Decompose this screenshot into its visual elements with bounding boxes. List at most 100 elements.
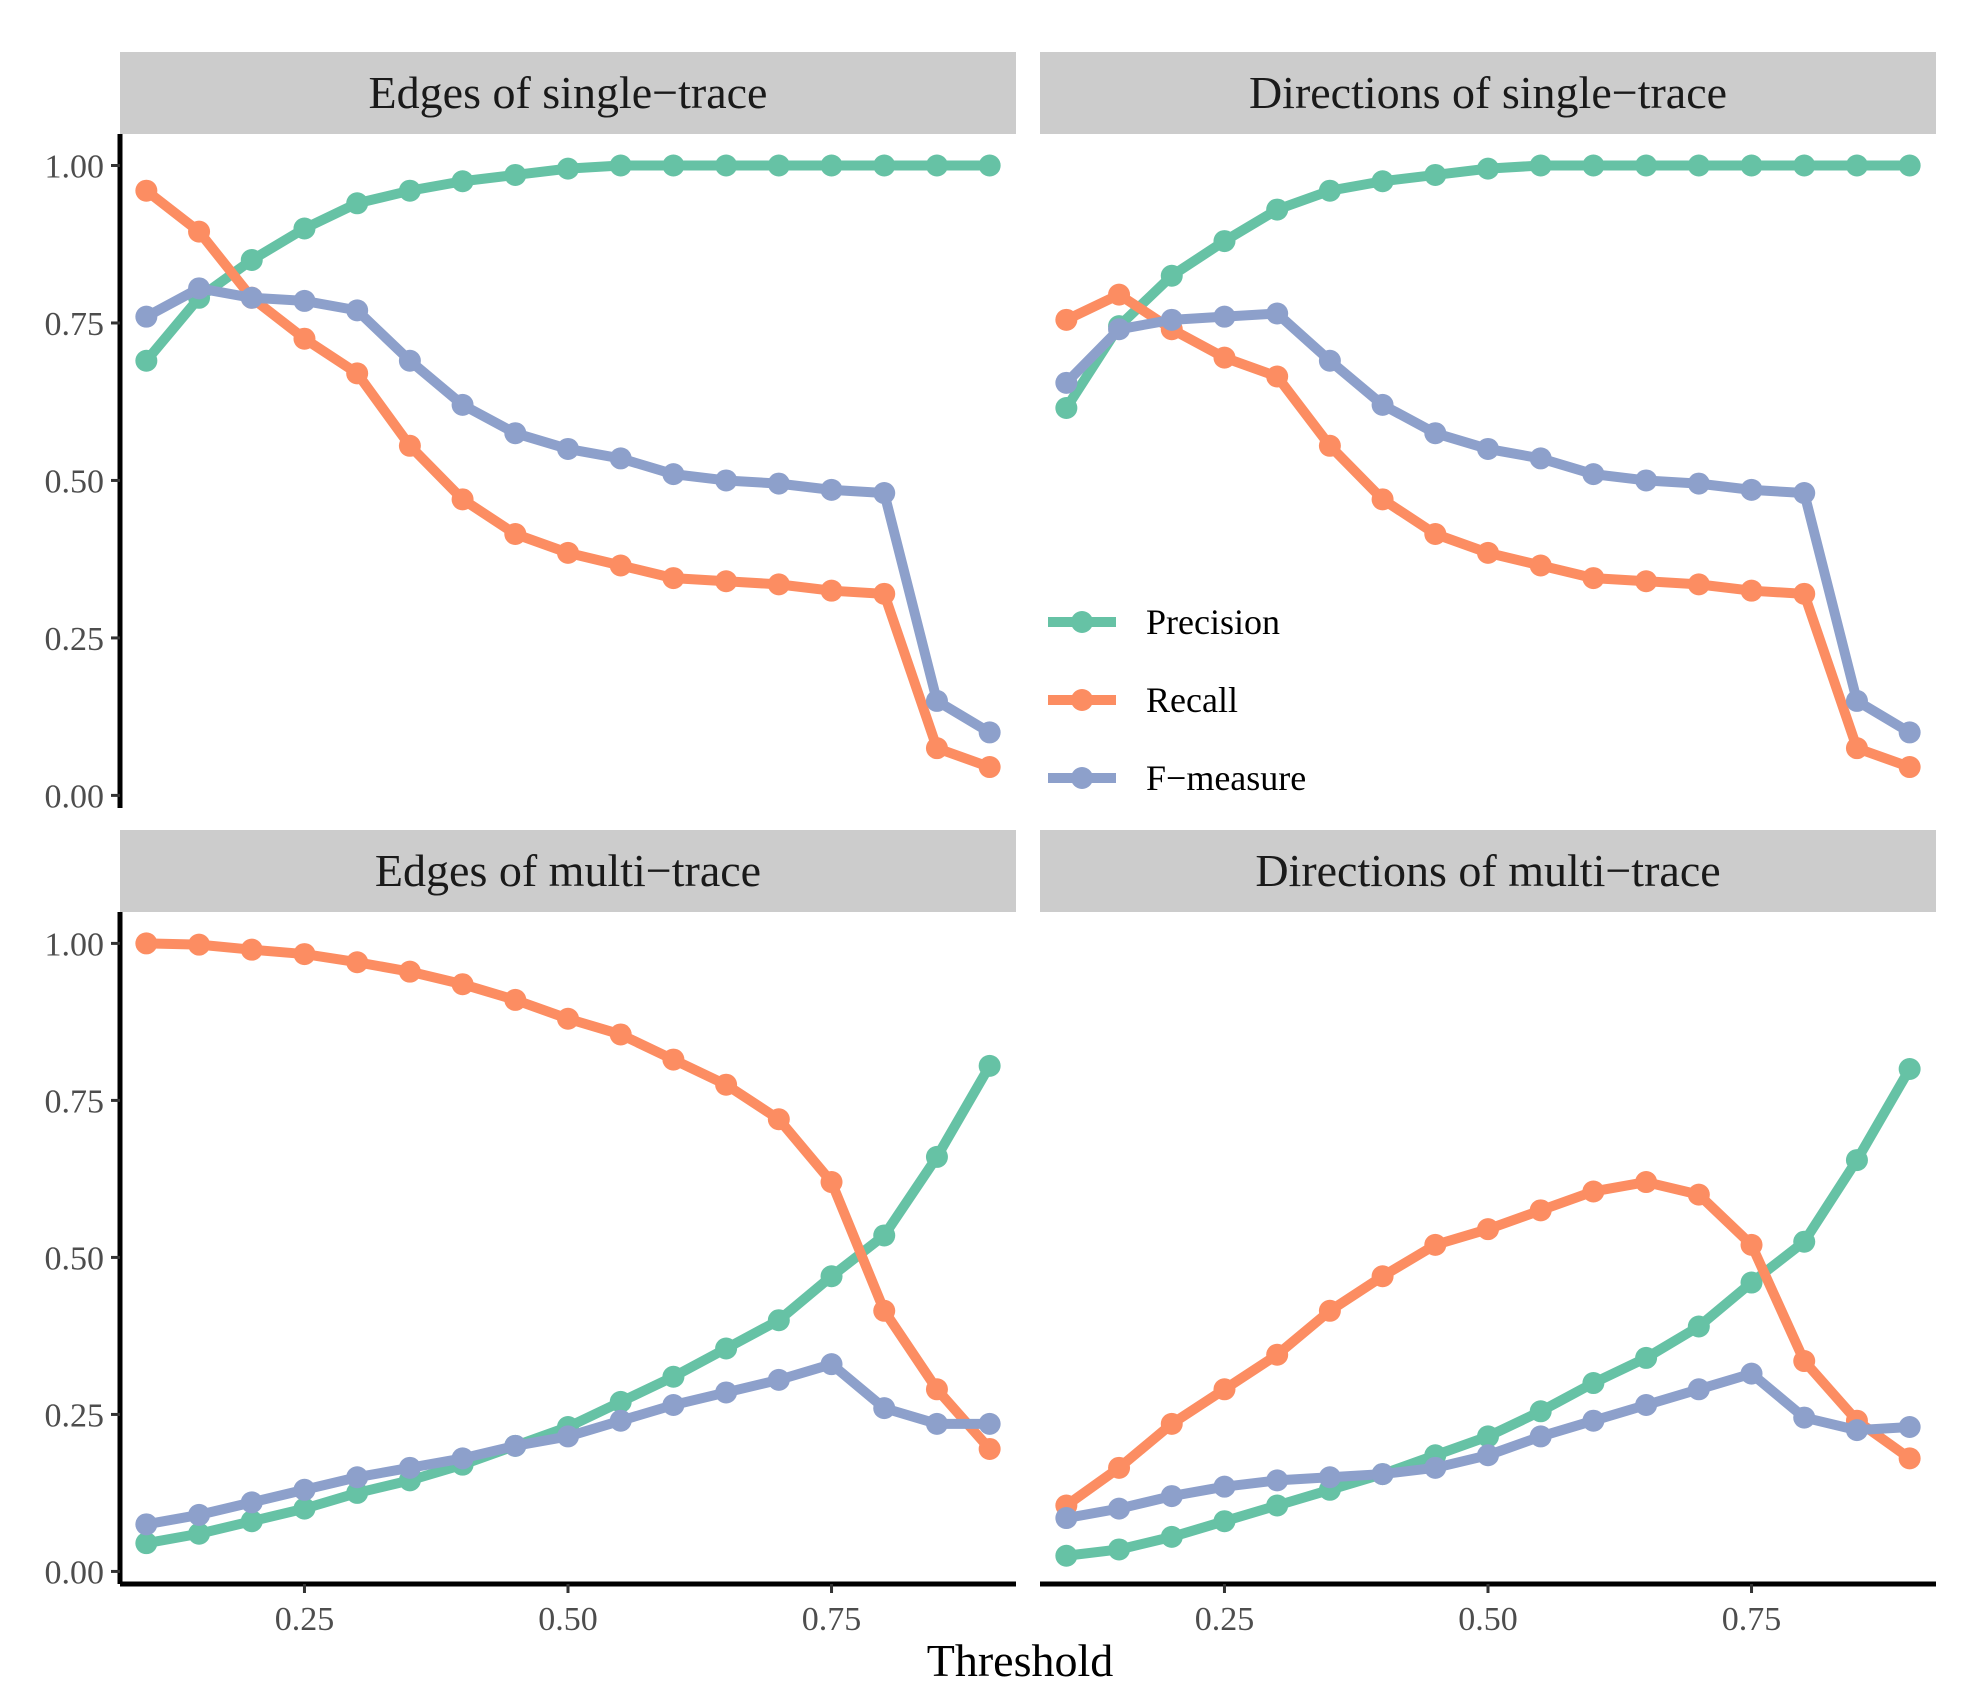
series-recall — [1055, 1171, 1921, 1517]
facet-strip — [120, 52, 1016, 134]
facet-title: Directions of single−trace — [1249, 67, 1727, 118]
legend-key-point — [1071, 689, 1093, 711]
data-point-recall — [293, 327, 316, 350]
data-point-f-measure — [1740, 478, 1763, 501]
data-point-recall — [398, 960, 421, 983]
data-point-precision — [240, 248, 263, 271]
data-point-f-measure — [1213, 1475, 1236, 1498]
data-point-precision — [1635, 1346, 1658, 1369]
data-point-precision — [1477, 157, 1499, 180]
data-point-f-measure — [135, 305, 158, 328]
data-point-recall — [1793, 1350, 1816, 1373]
data-point-f-measure — [925, 689, 948, 712]
data-point-recall — [135, 179, 158, 202]
data-point-f-measure — [1477, 1444, 1499, 1467]
data-point-f-measure — [1845, 689, 1868, 712]
y-tick-label: 0.00 — [45, 1554, 105, 1591]
y-tick-label: 0.25 — [45, 1397, 105, 1434]
data-point-precision — [557, 157, 579, 180]
data-point-precision — [1898, 154, 1921, 177]
data-point-f-measure — [1477, 437, 1499, 460]
data-point-f-measure — [715, 469, 738, 492]
data-point-recall — [1055, 308, 1078, 331]
x-tick-label: 0.25 — [1195, 1601, 1255, 1638]
data-point-precision — [1266, 198, 1289, 221]
data-point-precision — [1687, 1315, 1710, 1338]
data-point-f-measure — [240, 286, 263, 309]
y-tick-label: 1.00 — [45, 926, 105, 963]
data-point-recall — [1898, 1447, 1921, 1470]
data-point-recall — [1213, 346, 1236, 369]
data-point-precision — [346, 192, 369, 215]
data-point-precision — [820, 154, 843, 177]
data-point-recall — [346, 951, 369, 974]
legend-item-recall: Recall — [1048, 680, 1238, 720]
data-point-f-measure — [240, 1491, 263, 1514]
data-point-precision — [820, 1265, 843, 1288]
data-point-recall — [1266, 1343, 1289, 1366]
data-point-recall — [1687, 573, 1710, 596]
data-point-recall — [1266, 365, 1289, 388]
facet-strip — [1040, 52, 1936, 134]
y-tick-label: 0.75 — [45, 1083, 105, 1120]
data-point-precision — [925, 1145, 948, 1168]
x-axis-title: Threshold — [927, 1635, 1114, 1686]
data-point-precision — [1793, 154, 1816, 177]
y-tick-label: 0.75 — [45, 306, 105, 343]
data-point-precision — [1687, 154, 1710, 177]
x-tick-label: 0.75 — [1722, 1601, 1782, 1638]
data-point-f-measure — [398, 1456, 421, 1479]
series-f-measure — [135, 1353, 1001, 1536]
panel-directions-of-multi-trace: Directions of multi−trace 0.25 0.50 0.75 — [1040, 830, 1936, 1638]
data-point-recall — [1477, 1218, 1499, 1241]
data-point-f-measure — [1266, 1469, 1289, 1492]
data-point-recall — [1424, 1233, 1447, 1256]
data-point-precision — [978, 1054, 1001, 1077]
y-tick-label: 0.25 — [45, 621, 105, 658]
data-point-f-measure — [609, 447, 632, 470]
data-point-recall — [1687, 1183, 1710, 1206]
data-point-f-measure — [1424, 422, 1447, 445]
series-precision — [1055, 1058, 1921, 1567]
data-point-precision — [1582, 1372, 1605, 1395]
data-point-f-measure — [978, 1412, 1001, 1435]
data-point-precision — [1371, 170, 1394, 193]
data-point-recall — [557, 1007, 579, 1030]
data-point-precision — [925, 154, 948, 177]
legend-item-f-measure: F−measure — [1048, 758, 1306, 798]
data-point-recall — [1898, 756, 1921, 779]
data-point-f-measure — [1582, 1409, 1605, 1432]
data-point-precision — [1635, 154, 1658, 177]
data-point-recall — [978, 1437, 1001, 1460]
data-point-precision — [1055, 397, 1078, 420]
data-point-precision — [767, 1309, 790, 1332]
data-point-precision — [662, 1365, 685, 1388]
data-point-recall — [820, 579, 843, 602]
data-point-f-measure — [293, 1478, 316, 1501]
data-point-precision — [188, 1522, 211, 1545]
data-point-f-measure — [1055, 1507, 1078, 1530]
data-point-f-measure — [504, 422, 527, 445]
data-point-f-measure — [609, 1409, 632, 1432]
data-point-f-measure — [1318, 1466, 1341, 1489]
data-point-f-measure — [1793, 482, 1816, 505]
data-point-f-measure — [978, 721, 1001, 744]
series-precision — [1055, 154, 1921, 420]
data-point-precision — [1793, 1230, 1816, 1253]
data-point-precision — [1845, 154, 1868, 177]
data-point-precision — [1213, 1510, 1236, 1533]
data-point-f-measure — [504, 1434, 527, 1457]
data-point-f-measure — [1740, 1362, 1763, 1385]
data-point-f-measure — [662, 463, 685, 486]
data-point-recall — [346, 362, 369, 385]
data-point-f-measure — [925, 1412, 948, 1435]
data-point-recall — [398, 434, 421, 457]
data-point-f-measure — [346, 299, 369, 322]
data-point-recall — [504, 988, 527, 1011]
series-f-measure — [1055, 302, 1921, 744]
data-point-recall — [1845, 737, 1868, 760]
data-point-recall — [1635, 1171, 1658, 1194]
data-point-precision — [1213, 230, 1236, 253]
data-point-f-measure — [293, 289, 316, 312]
data-point-recall — [925, 737, 948, 760]
